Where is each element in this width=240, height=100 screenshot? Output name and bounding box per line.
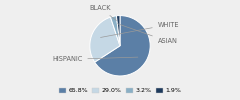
Text: HISPANIC: HISPANIC [52,56,138,62]
Legend: 65.8%, 29.0%, 3.2%, 1.9%: 65.8%, 29.0%, 3.2%, 1.9% [56,85,184,96]
Wedge shape [110,16,120,46]
Text: BLACK: BLACK [90,5,116,21]
Wedge shape [95,16,150,76]
Wedge shape [90,17,120,62]
Text: ASIAN: ASIAN [117,24,178,44]
Wedge shape [116,16,120,46]
Text: WHITE: WHITE [101,22,179,37]
